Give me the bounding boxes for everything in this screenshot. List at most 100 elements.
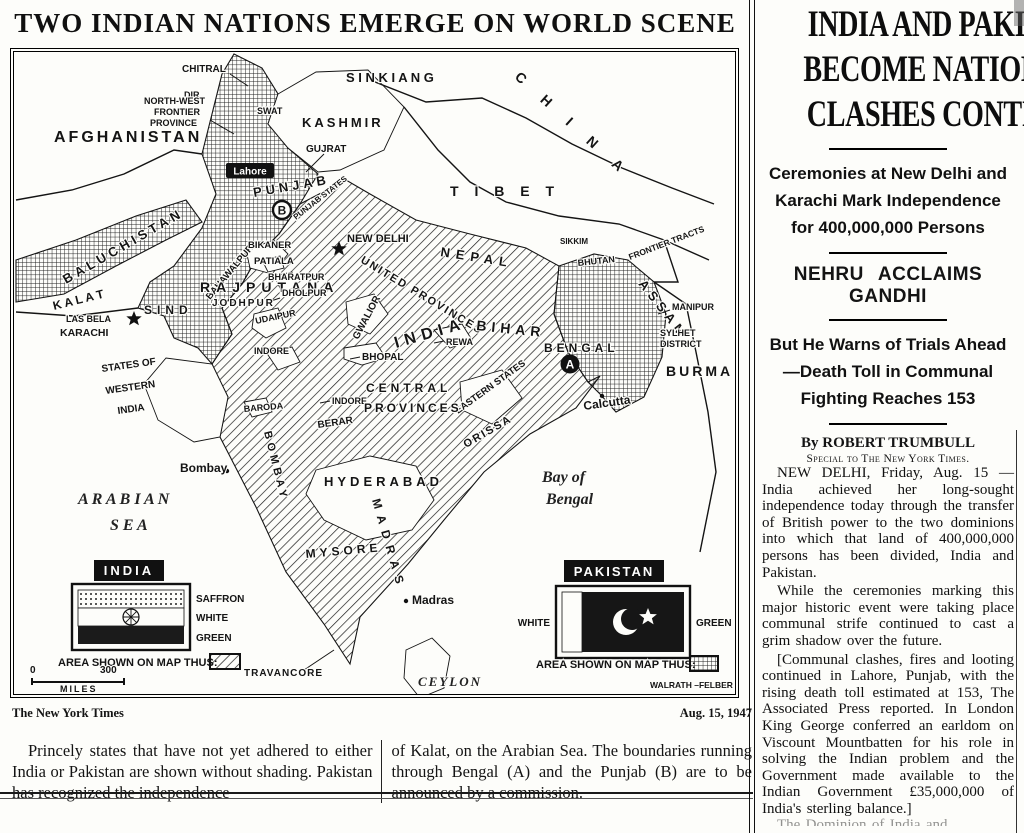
divider-rule-4: [829, 423, 947, 425]
map-label-burma: BURMA: [666, 363, 733, 379]
india-pakistan-map: Lahore B A S I N K I A N G CHINA T I B E…: [10, 48, 739, 698]
border-himalaya: [403, 106, 710, 261]
marker-a: A: [566, 358, 575, 372]
headline-line-3: CLASHES CONTINUE: [806, 94, 1024, 135]
map-label-madras-city: Madras: [412, 593, 454, 607]
map-label-bombay-city: Bombay: [180, 461, 228, 475]
map-label-frontier-tracts: FRONTIER TRACTS: [627, 224, 706, 262]
map-label-bharatpur: BHARATPUR: [268, 272, 325, 282]
region-udaipur: [251, 307, 287, 339]
map-label-tibet: T I B E T: [450, 183, 560, 199]
map-label-manipur: MANIPUR: [672, 302, 714, 312]
map-label-bay-of: Bay of: [541, 469, 587, 486]
deck1-line-1: Ceremonies at New Delhi and: [768, 164, 1008, 183]
map-label-nwfp-3: PROVINCE: [150, 118, 197, 128]
map-label-mysore: MYSORE: [305, 540, 382, 561]
legend-pakistan: PAKISTAN WHITE GREEN AREA SHOWN ON MAP T…: [517, 560, 733, 672]
article-column: INDIA AND PAKISTAN BECOME NATIONS; CLASH…: [762, 0, 1024, 826]
map-label-nwfp-1: NORTH-WEST: [144, 96, 205, 106]
divider-rule-3: [829, 319, 947, 321]
deck1-line-2: Karachi Mark Independence: [775, 191, 1001, 210]
india-flag-saffron: [77, 589, 185, 609]
crescent-star-icon: [613, 608, 657, 635]
pakistan-right-label: GREEN: [696, 618, 732, 629]
paragraph-2: While the ceremonies marking this major …: [762, 583, 1014, 649]
divider-rule-2: [829, 252, 947, 254]
map-label-patiala: PATIALA: [254, 256, 294, 267]
region-rewa: [433, 323, 473, 349]
dot-madras: [403, 598, 409, 604]
leader-rewa: [433, 340, 445, 344]
dot-calcutta: [599, 393, 605, 399]
map-label-bhopal: BHOPAL: [362, 352, 403, 363]
article-deck-1: Ceremonies at New Delhi and Karachi Mark…: [762, 160, 1014, 241]
article-deck-3: But He Warns of Trials Ahead —Death Toll…: [762, 331, 1014, 412]
map-label-dholpur: DHOLPUR: [282, 288, 327, 298]
map-label-las-bela: LAS BELA: [66, 314, 112, 324]
region-pakistan-east: [553, 253, 667, 413]
legend-india: INDIA SAFFRON WHITE GREEN AREA SHOWN ON …: [57, 560, 245, 670]
lahore-label-box: [226, 163, 274, 178]
coast-makran: [15, 307, 139, 317]
region-baroda: [243, 397, 273, 418]
map-label-travancore: TRAVANCORE: [244, 668, 323, 679]
leader-travancore: [303, 649, 335, 671]
map-label-gujrat: GUJRAT: [306, 144, 346, 155]
map-svg: Lahore B A S I N K I A N G CHINA T I B E…: [15, 53, 734, 694]
headline-line-2: BECOME NATIONS;: [803, 49, 1024, 90]
border-sinkiang-china: [369, 79, 715, 205]
map-label-calcutta: Calcutta: [582, 392, 631, 412]
bottom-rule: [0, 792, 753, 799]
article-headline: INDIA AND PAKISTAN BECOME NATIONS; CLASH…: [762, 2, 1024, 137]
leader-dholpur: [267, 297, 281, 303]
map-label-indore: INDORE: [254, 346, 289, 356]
map-caption: The New York Times Aug. 15, 1947 Princel…: [12, 706, 752, 819]
divider-rule-1: [829, 148, 947, 150]
pakistan-flag-white: [561, 591, 583, 653]
india-legend-title-box: [94, 560, 164, 581]
map-label-dir: DIR: [184, 90, 200, 100]
chakra-icon: [122, 608, 140, 626]
deck3-line-1: But He Warns of Trials Ahead: [769, 335, 1007, 354]
map-label-sylhet: SYLHET: [660, 328, 696, 338]
india-stripe-saffron: SAFFRON: [196, 594, 244, 605]
india-flag-green: [78, 626, 184, 644]
map-label-hyderabad: HYDERABAD: [324, 474, 443, 489]
byline-credit: Special to The New York Times.: [806, 453, 970, 465]
map-label-nwfp-2: FRONTIER: [154, 107, 200, 117]
scale-end: 300: [100, 665, 117, 676]
marker-b: B: [278, 204, 287, 218]
byline: By ROBERT TRUMBULL: [801, 435, 975, 451]
pakistan-left-label: WHITE: [518, 618, 551, 629]
region-ceylon: [403, 637, 451, 694]
region-indore: [265, 346, 301, 371]
map-label-sikkim: SIKKIM: [560, 237, 588, 246]
region-british-baluchistan: [15, 199, 203, 303]
scale-start: 0: [30, 665, 36, 676]
map-label-central: CENTRAL: [366, 381, 451, 395]
map-headline: TWO INDIAN NATIONS EMERGE ON WORLD SCENE: [14, 8, 736, 38]
deck3-line-2: —Death Toll in Communal: [782, 362, 994, 381]
map-section: TWO INDIAN NATIONS EMERGE ON WORLD SCENE: [0, 8, 753, 819]
pakistan-legend-title-box: [564, 560, 664, 582]
map-label-lahore: Lahore: [233, 167, 267, 178]
map-label-jodhpur: JODHPUR: [212, 298, 275, 309]
map-label-chitral: CHITRAL: [182, 64, 226, 75]
pakistan-legend-title: PAKISTAN: [574, 564, 655, 579]
leader-chitral: [229, 73, 249, 87]
column-divider-rule: [749, 0, 755, 833]
map-label-karachi: KARACHI: [60, 327, 108, 339]
map-label-bengal-sea: Bengal: [545, 491, 594, 508]
border-afghanistan: [15, 149, 203, 201]
map-label-ceylon: CEYLON: [418, 674, 482, 689]
caption-date: Aug. 15, 1947: [679, 706, 752, 720]
border-burma: [653, 239, 717, 553]
india-legend-title: INDIA: [104, 563, 154, 578]
map-label-bikaner: BIKANER: [248, 240, 291, 251]
india-area-label: AREA SHOWN ON MAP THUS:: [58, 657, 218, 669]
region-bhopal: [343, 342, 387, 366]
map-label-swat: SWAT: [257, 106, 283, 116]
map-label-china: CHINA: [512, 68, 645, 190]
caption-column-1: Princely states that have not yet adhere…: [12, 740, 373, 802]
